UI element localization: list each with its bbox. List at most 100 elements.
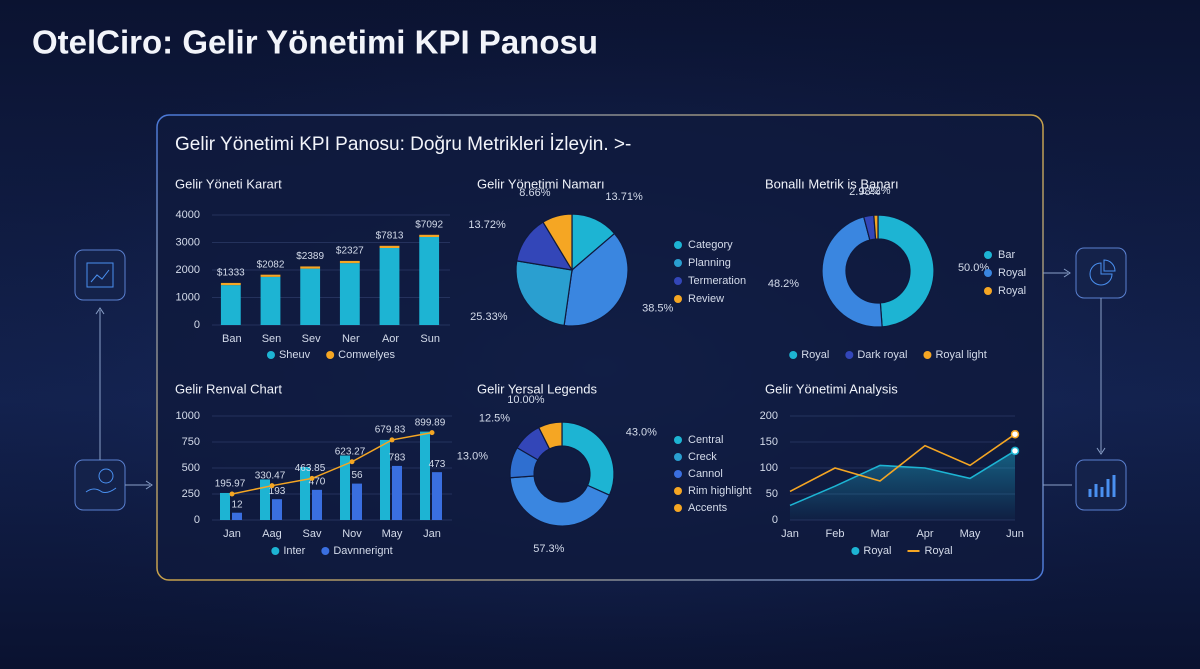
slice bbox=[821, 216, 883, 328]
slice-label: 25.33% bbox=[470, 311, 508, 323]
x-tick-label: Nov bbox=[342, 528, 362, 540]
legend-label: Cannol bbox=[688, 468, 723, 480]
legend-swatch bbox=[984, 251, 992, 259]
x-tick-label: Feb bbox=[826, 528, 845, 540]
bar bbox=[300, 268, 321, 325]
legend-label: Central bbox=[688, 434, 723, 446]
legend-swatch bbox=[984, 269, 992, 277]
x-tick-label: Jun bbox=[1006, 528, 1024, 540]
line bbox=[789, 450, 1016, 507]
x-tick-label: Aag bbox=[262, 528, 282, 540]
slice-label: 50.0% bbox=[958, 262, 989, 274]
bar bbox=[339, 263, 360, 325]
icon-box bbox=[1075, 459, 1127, 511]
legend-label: Accents bbox=[688, 502, 728, 514]
y-tick-label: 0 bbox=[194, 319, 200, 331]
x-tick-label: May bbox=[960, 528, 981, 540]
annotation: $1333 bbox=[217, 268, 245, 279]
slice-label: 43.0% bbox=[626, 427, 657, 439]
y-tick-label: 100 bbox=[760, 462, 778, 474]
legend-swatch bbox=[984, 287, 992, 295]
y-tick-label: 4000 bbox=[176, 209, 200, 221]
bar bbox=[352, 483, 362, 520]
legend-label: Royal light bbox=[935, 349, 986, 361]
chart-title: Gelir Yönetimi Namarı bbox=[477, 176, 605, 191]
annotation: 193 bbox=[269, 486, 286, 497]
slice bbox=[515, 260, 573, 327]
line-point bbox=[389, 437, 395, 443]
legend-swatch bbox=[674, 453, 682, 461]
x-tick-label: Jan bbox=[223, 528, 241, 540]
legend-swatch bbox=[271, 547, 280, 555]
line-point bbox=[269, 483, 275, 489]
slice bbox=[509, 475, 611, 527]
line bbox=[231, 431, 433, 495]
legend-label: Royal bbox=[998, 285, 1026, 297]
legend-swatch bbox=[674, 470, 682, 478]
x-tick-label: Apr bbox=[916, 528, 933, 540]
slice-label: 12.5% bbox=[479, 412, 510, 424]
legend-swatch bbox=[674, 487, 682, 495]
annotation: 899.89 bbox=[415, 417, 446, 428]
slice-label: 13.0% bbox=[457, 451, 488, 463]
annotation: 473 bbox=[429, 459, 446, 470]
legend-label: Davnnerignt bbox=[333, 545, 392, 557]
y-tick-label: 3000 bbox=[176, 236, 200, 248]
slice bbox=[561, 421, 615, 496]
bar bbox=[260, 479, 270, 520]
legend-label: Royal bbox=[801, 349, 829, 361]
legend-label: Planning bbox=[688, 257, 731, 269]
bar bbox=[392, 465, 402, 520]
line-point bbox=[429, 430, 435, 436]
bar bbox=[300, 466, 310, 520]
bar bbox=[272, 499, 282, 520]
x-tick-label: Jan bbox=[781, 528, 799, 540]
y-tick-label: 0 bbox=[194, 514, 200, 526]
legend-swatch bbox=[674, 259, 682, 267]
legend-swatch bbox=[674, 504, 682, 512]
bar bbox=[220, 282, 241, 286]
y-tick-label: 1000 bbox=[176, 410, 200, 422]
slice-label: 38.5% bbox=[642, 302, 673, 314]
line-point bbox=[229, 491, 235, 497]
bar bbox=[420, 431, 430, 520]
annotation: 470 bbox=[309, 476, 326, 487]
y-tick-label: 150 bbox=[760, 436, 778, 448]
icon bbox=[1089, 259, 1116, 286]
legend-label: Creck bbox=[688, 451, 717, 463]
annotation: 783 bbox=[389, 453, 406, 464]
chart-title: Gelir Renval Chart bbox=[175, 381, 282, 396]
x-tick-label: Sen bbox=[262, 333, 282, 345]
chart-title: Gelir Yönetimi Analysis bbox=[765, 381, 898, 396]
line-point bbox=[349, 459, 355, 465]
slice-label: 48.2% bbox=[768, 278, 799, 290]
slice-label: 13.72% bbox=[468, 219, 506, 231]
y-tick-label: 2000 bbox=[176, 264, 200, 276]
x-tick-label: Jan bbox=[423, 528, 441, 540]
slice-label: 13.71% bbox=[605, 191, 643, 203]
line-point bbox=[309, 475, 315, 481]
chart-title: Gelir Yöneti Karart bbox=[175, 176, 282, 191]
chart-title: Bonallı Metrik is Banarı bbox=[765, 176, 899, 191]
bar bbox=[379, 245, 400, 248]
bar bbox=[260, 276, 281, 325]
bar bbox=[379, 248, 400, 325]
x-tick-label: Ner bbox=[342, 333, 360, 345]
slice-label: 57.3% bbox=[533, 543, 564, 555]
annotation: 679.83 bbox=[375, 425, 406, 436]
legend-swatch bbox=[674, 277, 682, 285]
y-tick-label: 200 bbox=[760, 410, 778, 422]
line bbox=[789, 433, 1016, 493]
legend-swatch bbox=[923, 351, 932, 359]
line-point bbox=[1010, 446, 1020, 456]
annotation: 463.85 bbox=[295, 463, 326, 474]
bar bbox=[312, 489, 322, 520]
icon bbox=[86, 262, 114, 288]
connector bbox=[95, 268, 1106, 490]
slice bbox=[537, 421, 563, 450]
legend-swatch bbox=[845, 351, 854, 359]
legend-label: Sheuv bbox=[279, 349, 311, 361]
legend-label: Inter bbox=[283, 545, 305, 557]
icon-box bbox=[74, 459, 126, 511]
icon bbox=[1088, 475, 1116, 497]
